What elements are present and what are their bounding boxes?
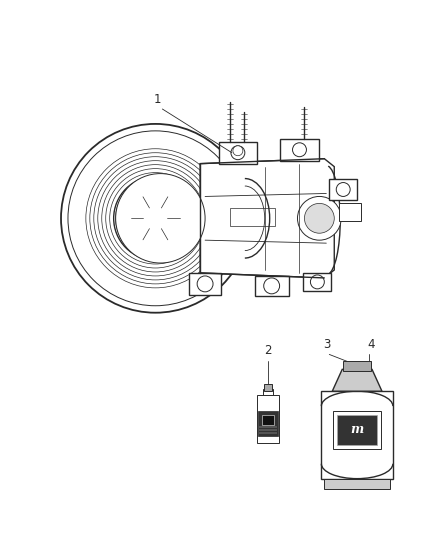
Polygon shape [200, 159, 334, 278]
Circle shape [297, 197, 341, 240]
Circle shape [197, 276, 213, 292]
Circle shape [304, 204, 334, 233]
Bar [304, 273, 331, 291]
Circle shape [131, 193, 180, 243]
Circle shape [127, 190, 183, 246]
Circle shape [264, 278, 279, 294]
Text: 3: 3 [324, 338, 331, 351]
Circle shape [233, 146, 243, 156]
Bar [259, 426, 277, 428]
Bar [279, 139, 319, 160]
Bar [339, 204, 361, 221]
Bar [321, 391, 393, 479]
Circle shape [311, 275, 324, 289]
Bar [230, 208, 275, 226]
Bar [259, 429, 277, 431]
Circle shape [114, 176, 197, 260]
Bar [343, 361, 371, 372]
Bar [263, 389, 273, 395]
Circle shape [231, 146, 245, 160]
Circle shape [116, 174, 205, 263]
Text: 1: 1 [154, 93, 161, 106]
Text: 4: 4 [367, 338, 375, 351]
Circle shape [61, 124, 250, 313]
Polygon shape [332, 369, 382, 391]
Bar [264, 384, 272, 391]
Bar [189, 273, 221, 295]
Circle shape [148, 212, 162, 225]
Circle shape [138, 200, 173, 236]
Bar [258, 411, 278, 436]
Text: m: m [350, 423, 364, 437]
Bar [337, 415, 377, 445]
Bar [259, 432, 277, 434]
Circle shape [116, 179, 195, 258]
Text: 2: 2 [264, 344, 272, 358]
Bar [255, 276, 289, 296]
Bar [219, 142, 257, 164]
Bar [329, 179, 357, 200]
Bar [257, 395, 279, 443]
Bar [333, 411, 381, 449]
Circle shape [144, 206, 167, 230]
Circle shape [336, 182, 350, 197]
Circle shape [152, 214, 159, 222]
Circle shape [293, 143, 307, 157]
Bar [262, 415, 274, 425]
Bar [324, 479, 390, 489]
